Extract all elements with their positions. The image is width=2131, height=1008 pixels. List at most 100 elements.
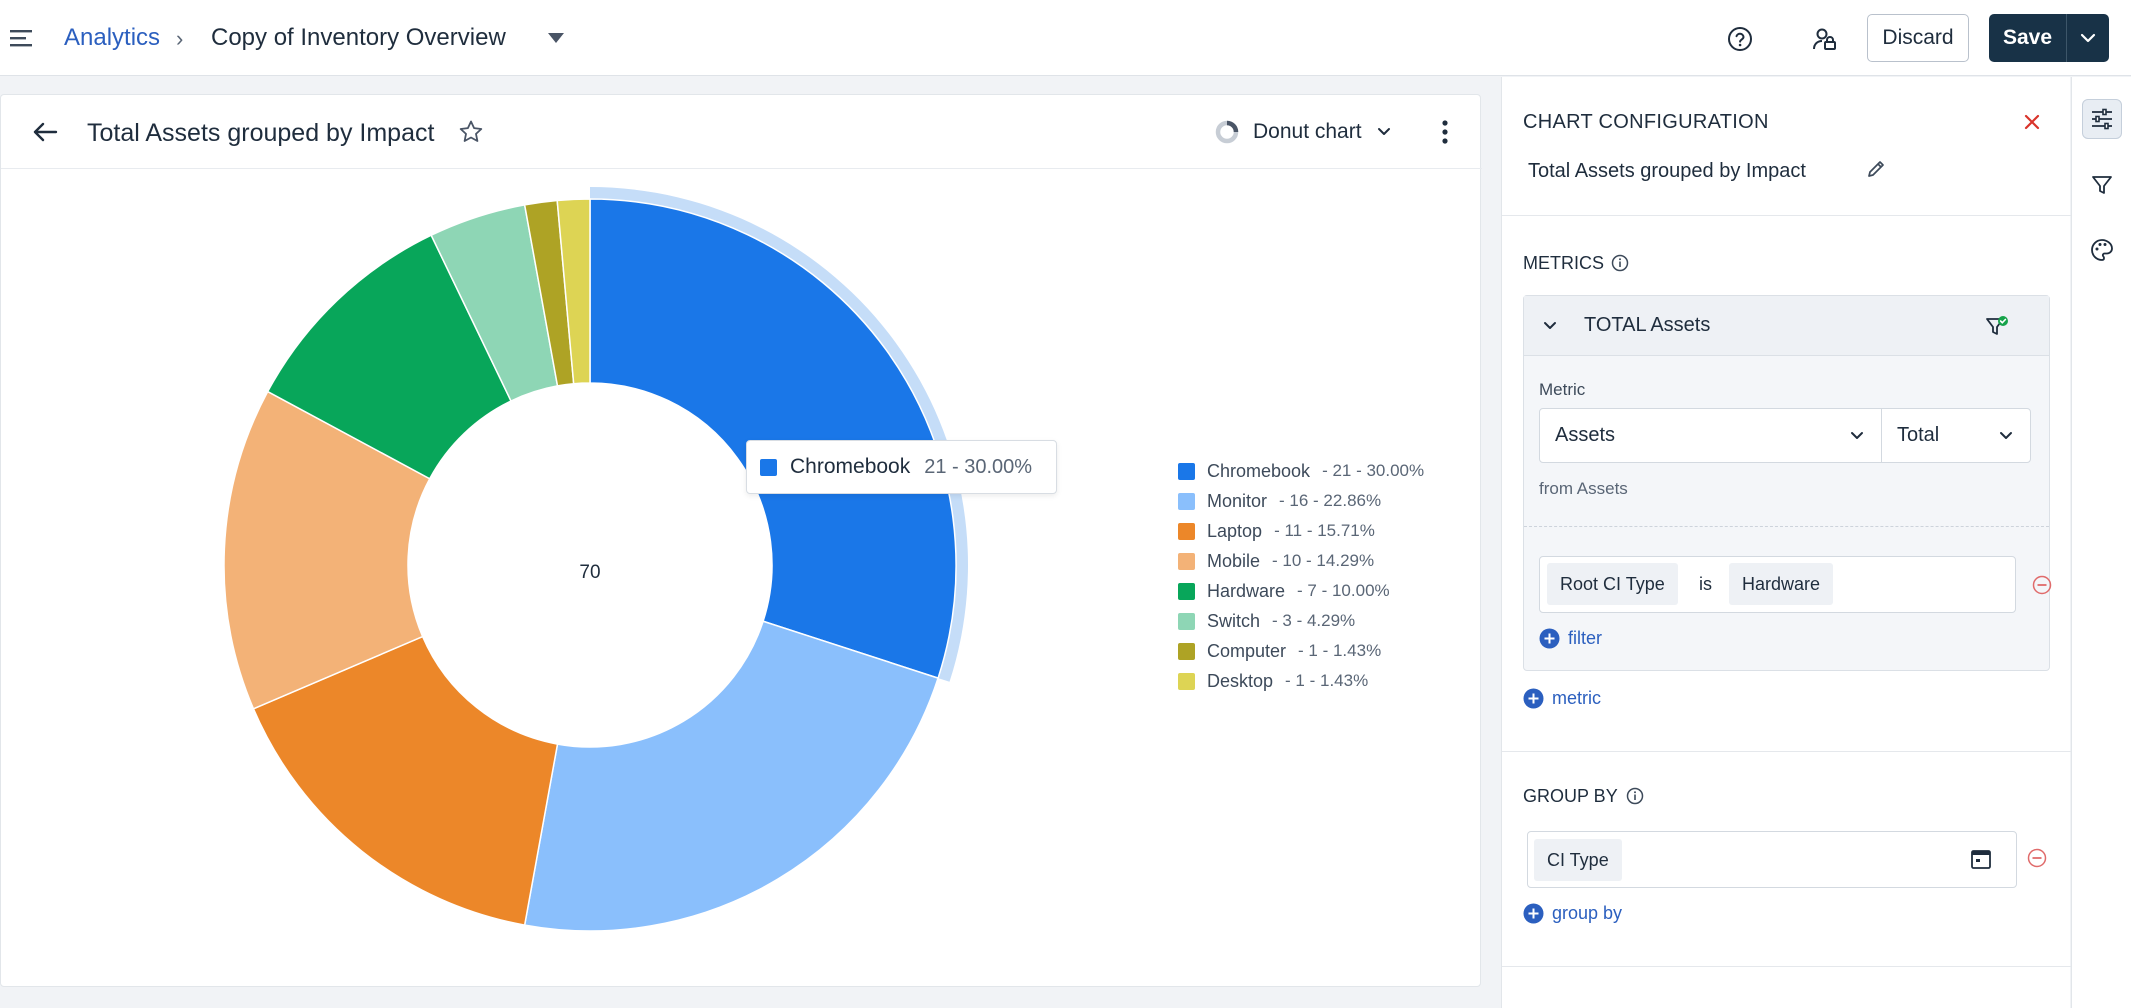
metrics-section-label: METRICS: [1523, 253, 1604, 273]
divider: [1502, 215, 2071, 216]
discard-button[interactable]: Discard: [1867, 14, 1969, 62]
donut-slice-mobile[interactable]: [223, 390, 431, 710]
donut-chart: 70: [223, 187, 968, 932]
add-filter-button[interactable]: filter: [1539, 628, 1602, 649]
close-icon[interactable]: [2021, 111, 2043, 133]
filter-applied-icon[interactable]: [1984, 314, 2010, 340]
plus-circle-icon: [1539, 628, 1560, 649]
remove-filter-icon[interactable]: [2032, 575, 2052, 595]
legend-value: - 21 - 30.00%: [1322, 461, 1425, 480]
metric-from-label: from Assets: [1539, 479, 1628, 498]
legend-name: Monitor: [1207, 490, 1268, 511]
legend-item[interactable]: Monitor - 16 - 22.86%: [1178, 486, 1424, 516]
metric-source-value: Assets: [1555, 424, 1616, 446]
legend-swatch: [1178, 642, 1195, 660]
donut-slice-chromebook[interactable]: [589, 198, 957, 680]
chart-type-dropdown[interactable]: Donut chart: [1211, 113, 1396, 151]
metric-field-label: Metric: [1539, 380, 1586, 399]
save-button[interactable]: Save: [1989, 14, 2066, 62]
add-filter-label: filter: [1568, 628, 1603, 648]
filter-operator[interactable]: is: [1699, 573, 1712, 594]
add-metric-button[interactable]: metric: [1523, 688, 1601, 709]
legend-value: - 1 - 1.43%: [1298, 641, 1382, 660]
tooltip-value: 21 - 30.00%: [924, 455, 1033, 478]
filter-value-chip[interactable]: Hardware: [1729, 563, 1834, 605]
legend-value: - 10 - 14.29%: [1272, 551, 1375, 570]
metric-source-select[interactable]: Assets: [1539, 408, 1882, 463]
top-bar: Analytics › Copy of Inventory Overview D…: [0, 0, 2131, 76]
more-options-icon[interactable]: [1431, 117, 1459, 147]
donut-slice-desktop[interactable]: [556, 198, 591, 385]
appearance-tab[interactable]: [2082, 230, 2122, 270]
share-with-users-icon[interactable]: [1812, 26, 1838, 52]
divider: [1502, 751, 2071, 752]
legend-item[interactable]: Hardware - 7 - 10.00%: [1178, 576, 1424, 606]
metric-card: TOTAL Assets Metric Assets Total from As…: [1523, 295, 2052, 671]
chevron-down-icon: [2000, 431, 2012, 439]
breadcrumb-analytics-link[interactable]: Analytics: [64, 24, 161, 51]
filters-tab[interactable]: [2082, 165, 2122, 205]
metric-filter-row[interactable]: Root CI Type is Hardware: [1539, 556, 2016, 613]
metric-header[interactable]: TOTAL Assets: [1524, 296, 2049, 356]
chart-type-label: Donut chart: [1253, 120, 1362, 143]
remove-group-by-icon[interactable]: [2027, 848, 2047, 868]
breadcrumb-separator: ›: [176, 26, 184, 51]
legend-name: Computer: [1207, 640, 1287, 661]
donut-center-total: 70: [579, 562, 600, 583]
edit-pencil-icon[interactable]: [1866, 159, 1886, 179]
sliders-icon: [2092, 108, 2112, 130]
legend-item[interactable]: Computer - 1 - 1.43%: [1178, 636, 1424, 666]
chart-title: Total Assets grouped by Impact: [87, 119, 435, 147]
page-title: Copy of Inventory Overview: [211, 24, 506, 51]
legend-value: - 7 - 10.00%: [1297, 581, 1390, 600]
legend-item[interactable]: Switch - 3 - 4.29%: [1178, 606, 1424, 636]
add-metric-label: metric: [1552, 688, 1601, 708]
plus-circle-icon: [1523, 903, 1544, 924]
info-icon[interactable]: [1626, 787, 1644, 805]
chart-settings-tab[interactable]: [2082, 99, 2122, 139]
group-by-chip[interactable]: CI Type: [1534, 839, 1622, 881]
favorite-star-icon[interactable]: [458, 119, 484, 145]
add-group-by-label: group by: [1552, 903, 1623, 923]
metric-name: TOTAL Assets: [1584, 314, 1711, 336]
legend-name: Mobile: [1207, 550, 1261, 571]
donut-slice-laptop[interactable]: [252, 635, 559, 926]
chevron-down-icon[interactable]: [1542, 318, 1558, 334]
save-button-group: Save: [1989, 14, 2109, 62]
legend-item[interactable]: Desktop - 1 - 1.43%: [1178, 666, 1424, 696]
title-dropdown-caret-icon[interactable]: [548, 33, 564, 43]
menu-icon[interactable]: [10, 28, 32, 48]
legend-swatch: [1178, 492, 1195, 510]
save-options-dropdown[interactable]: [2066, 14, 2109, 62]
side-icon-rail: [2071, 77, 2131, 1008]
legend-item[interactable]: Chromebook - 21 - 30.00%: [1178, 456, 1424, 486]
donut-slice-monitor[interactable]: [523, 620, 940, 932]
calendar-icon[interactable]: [1970, 848, 1992, 870]
config-heading: CHART CONFIGURATION: [1523, 111, 1769, 133]
legend-value: - 11 - 15.71%: [1274, 521, 1375, 540]
legend-swatch: [1178, 672, 1195, 690]
chart-card-header: Total Assets grouped by Impact Donut cha…: [1, 95, 1482, 169]
legend-name: Desktop: [1207, 670, 1274, 691]
add-group-by-button[interactable]: group by: [1523, 903, 1622, 924]
legend-item[interactable]: Laptop - 11 - 15.71%: [1178, 516, 1424, 546]
group-by-field[interactable]: CI Type: [1527, 831, 2017, 888]
chevron-down-icon: [2080, 33, 2096, 43]
filter-key-chip[interactable]: Root CI Type: [1547, 563, 1678, 605]
chart-card: Total Assets grouped by Impact Donut cha…: [0, 94, 1482, 987]
legend-value: - 1 - 1.43%: [1285, 671, 1369, 690]
legend-swatch: [1178, 462, 1195, 480]
plus-circle-icon: [1523, 688, 1544, 709]
divider: [1524, 526, 2049, 527]
legend-item[interactable]: Mobile - 10 - 14.29%: [1178, 546, 1424, 576]
info-icon[interactable]: [1611, 254, 1629, 272]
chart-tooltip: Chromebook 21 - 30.00%: [746, 440, 1057, 494]
donut-chart-icon: [1215, 120, 1239, 144]
metric-aggregation-select[interactable]: Total: [1881, 408, 2031, 463]
help-icon[interactable]: [1727, 26, 1753, 52]
config-chart-name: Total Assets grouped by Impact: [1528, 160, 1806, 182]
chevron-down-icon: [1378, 128, 1390, 135]
legend-name: Hardware: [1207, 580, 1286, 601]
chart-configuration-panel: CHART CONFIGURATION Total Assets grouped…: [1501, 77, 2071, 1008]
back-arrow-icon[interactable]: [32, 121, 58, 143]
